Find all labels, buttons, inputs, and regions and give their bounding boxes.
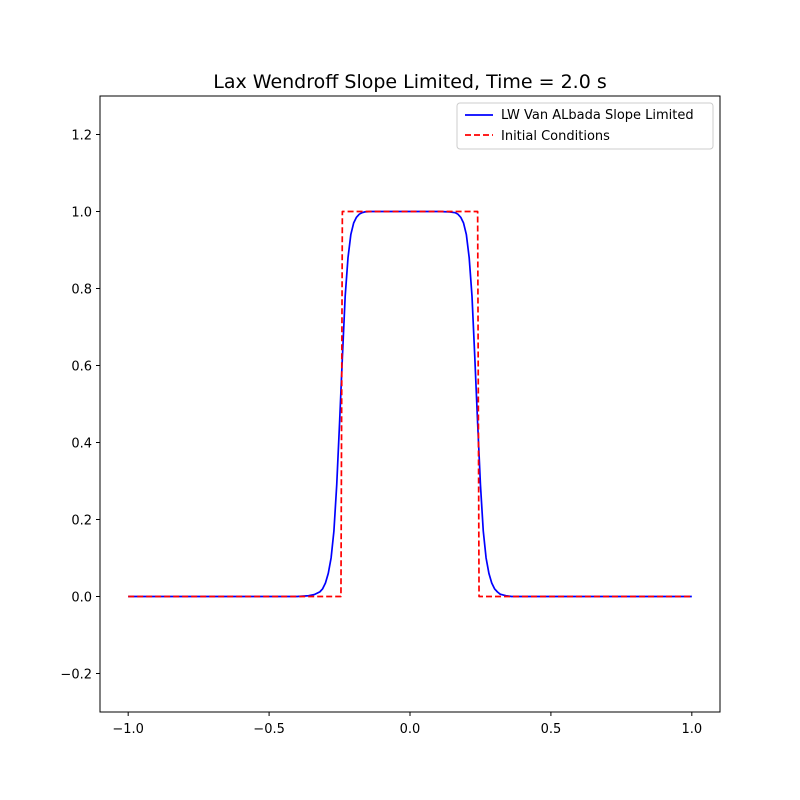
legend-label-initial: Initial Conditions (501, 129, 610, 144)
x-tick-label: 1.0 (681, 722, 702, 737)
x-axis: −1.0 −0.5 0.0 0.5 1.0 (112, 712, 702, 737)
y-tick-label: 0.2 (71, 514, 92, 529)
legend-box (456, 102, 714, 150)
x-tick-label: 0.5 (541, 722, 562, 737)
axes-frame (99, 95, 721, 713)
y-tick-label: 1.2 (71, 129, 92, 144)
x-tick-label: 0.0 (400, 722, 421, 737)
series-layer (128, 210, 692, 598)
series-initial-conditions-line (128, 210, 692, 598)
legend-label-lw: LW Van ALbada Slope Limited (501, 108, 694, 123)
legend: LW Van ALbada Slope Limited Initial Cond… (456, 102, 714, 150)
y-tick-label: 0.8 (71, 283, 92, 298)
series-lw-van-albada-line (128, 210, 692, 598)
y-tick-label: −0.2 (60, 668, 92, 683)
x-tick-label: −1.0 (112, 722, 144, 737)
plot-area (99, 95, 721, 713)
x-tick-label: −0.5 (253, 722, 285, 737)
y-tick-label: 0.0 (71, 591, 92, 606)
chart-title: Lax Wendroff Slope Limited, Time = 2.0 s (213, 71, 606, 93)
y-tick-label: 0.4 (71, 437, 92, 452)
y-tick-label: 0.6 (71, 360, 92, 375)
y-tick-label: 1.0 (71, 206, 92, 221)
y-axis: −0.2 0.0 0.2 0.4 0.6 0.8 1.0 1.2 (60, 129, 100, 683)
